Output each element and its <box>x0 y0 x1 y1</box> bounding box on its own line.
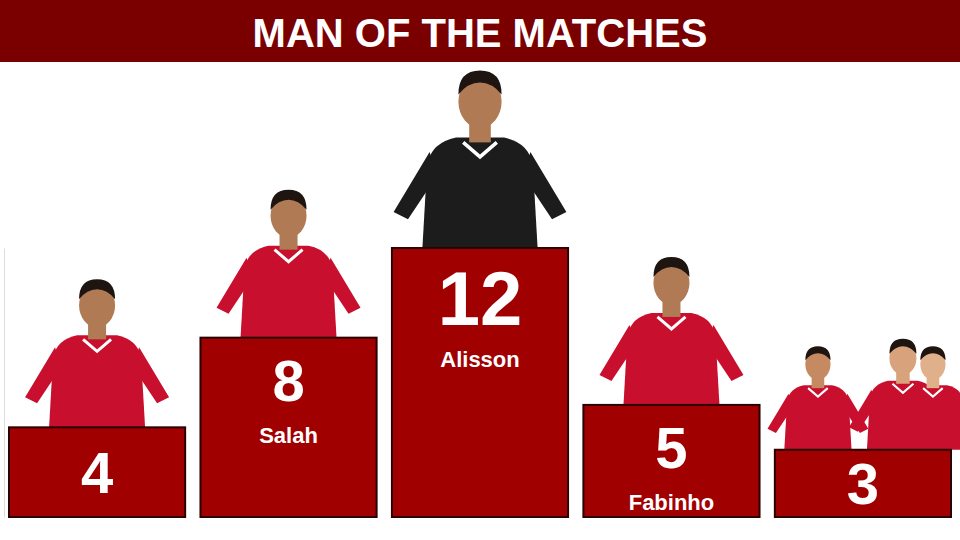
title: MAN OF THE MATCHES <box>253 11 708 55</box>
data-label: 4 <box>81 440 113 505</box>
category-label: Salah <box>259 423 318 448</box>
category-label: Alisson <box>440 347 519 372</box>
bar <box>200 338 376 517</box>
player-arms <box>394 152 567 219</box>
player-arms <box>217 258 361 314</box>
player-arms <box>599 325 743 381</box>
player-shirt <box>623 313 719 405</box>
player-figure <box>25 279 169 427</box>
player-figure <box>768 346 869 450</box>
y-axis-line <box>4 249 5 518</box>
player-figure <box>217 190 361 338</box>
player-hair <box>653 257 689 277</box>
player-collar <box>83 339 111 351</box>
bar <box>583 405 759 517</box>
title-banner <box>0 0 960 62</box>
data-label: 8 <box>272 348 304 413</box>
bar <box>392 248 568 517</box>
bars <box>9 248 951 517</box>
player-hair <box>271 190 307 210</box>
player-collar <box>657 317 685 329</box>
player-hair <box>79 279 115 299</box>
data-label: 5 <box>655 415 687 480</box>
player-figure <box>394 70 567 248</box>
player-shirt <box>241 246 337 338</box>
player-hair <box>920 346 945 360</box>
player-arms <box>768 394 869 433</box>
player-arms <box>25 347 169 403</box>
player-hair <box>805 346 830 360</box>
player-figure <box>883 346 960 450</box>
player-collar <box>808 388 828 396</box>
chart: MAN OF THE MATCHES 4 8 Salah 12 Alisson 5 Fabin… <box>0 0 960 540</box>
player-collar <box>275 250 303 262</box>
player-shirt <box>422 138 537 248</box>
data-label: 3 <box>847 451 879 516</box>
player-shirt <box>784 385 851 449</box>
player-shirt <box>899 385 960 449</box>
player-figure <box>599 257 743 405</box>
labels: 4 8 Salah 12 Alisson 5 Fabinho 3 <box>81 256 879 516</box>
data-label: 12 <box>438 256 523 341</box>
bar <box>775 450 951 517</box>
y-axis <box>4 249 5 518</box>
player-collar <box>463 142 497 156</box>
category-label: Fabinho <box>629 490 715 515</box>
player-hair <box>889 339 916 354</box>
player-shirt <box>49 335 145 427</box>
player-hair <box>458 70 501 94</box>
bar <box>9 427 185 517</box>
player-arms <box>883 394 960 433</box>
player-collar <box>923 388 943 396</box>
